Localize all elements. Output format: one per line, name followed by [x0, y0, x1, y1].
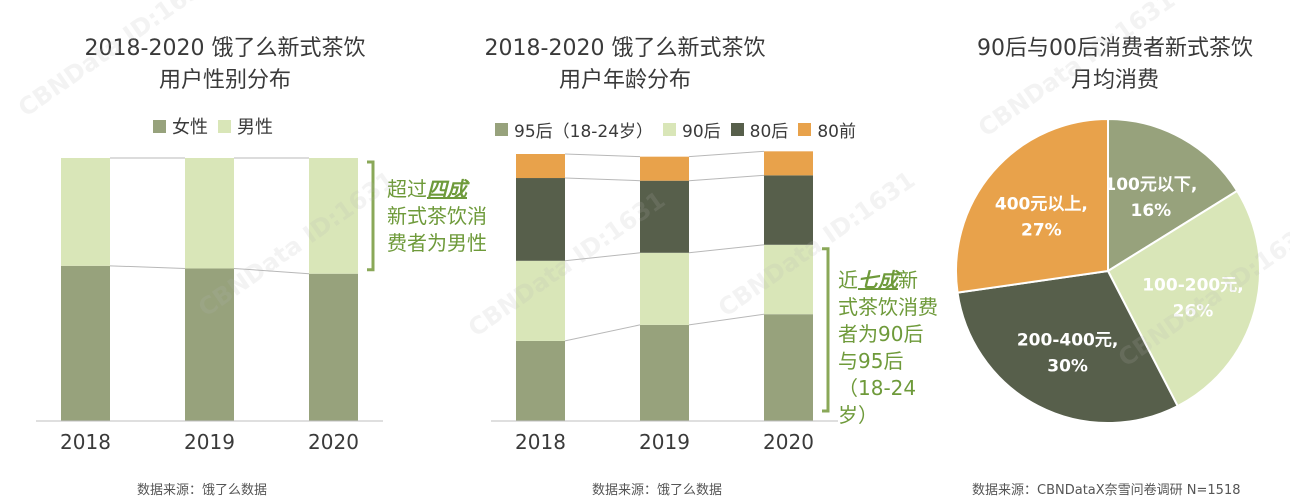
spending-pie-chart: 100元以下, 16% 100-200元, 26% 200-400元, 30% 400元以上…: [955, 117, 1261, 424]
age-legend: 95后（18-24岁） 90后 80后 80前: [495, 117, 866, 142]
bar-segment: [764, 175, 813, 245]
gender-legend: 女性 男性: [153, 113, 283, 139]
gender-chart-panel: 2018-2020 饿了么新式茶饮 用户性别分布 女性 男性 2018 2019 2…: [0, 0, 487, 502]
connector-line: [233, 267, 310, 275]
connector-line: [688, 150, 765, 158]
legend-item-80: 80后: [730, 117, 788, 142]
connector-line: [688, 313, 765, 326]
bar-segment: [640, 156, 689, 181]
age-chart-title: 2018-2020 饿了么新式茶饮 用户年龄分布: [484, 36, 766, 93]
legend-item-female: 女性: [153, 113, 208, 139]
bar-segment: [640, 252, 689, 325]
gender-chart-title: 2018-2020 饿了么新式茶饮 用户性别分布: [84, 36, 366, 93]
spending-chart-panel: 90后与00后消费者新式茶饮 月均消费 100元以下, 16% 100-200元, 2…: [940, 0, 1290, 502]
annotation-bracket: [822, 247, 830, 413]
bar-segment: [640, 324, 689, 421]
legend-item-90: 90后: [663, 117, 721, 142]
connector-line: [564, 324, 641, 342]
pie-slice-label: 200-400元,: [1017, 330, 1119, 350]
bar-segment: [185, 268, 234, 421]
pie-slice: [1106, 189, 1261, 408]
bar-segment: [640, 180, 689, 253]
connector-line: [564, 177, 641, 182]
bar-segment: [764, 151, 813, 176]
connector-line: [109, 265, 186, 269]
x-tick-label: 2019: [184, 430, 235, 454]
bar-segment: [185, 158, 234, 269]
bar-segment: [516, 260, 565, 341]
bar-segment: [61, 265, 110, 421]
legend-swatch: [495, 123, 508, 136]
bar-segment: [309, 158, 358, 274]
legend-swatch: [663, 123, 677, 136]
annotation-emphasis: 四成: [427, 177, 467, 201]
legend-swatch: [218, 119, 231, 133]
pie-slice-label: 400元以上,: [995, 194, 1088, 214]
spending-chart-title: 90后与00后消费者新式茶饮 月均消费: [977, 36, 1253, 93]
bar-segment: [764, 244, 813, 315]
legend-item-pre80: 80前: [798, 117, 856, 142]
x-tick-label: 2019: [639, 430, 690, 454]
x-tick-label: 2020: [763, 430, 814, 454]
connector-line: [564, 252, 641, 262]
gender-annotation: 超过四成 新式茶饮消 费者为男性: [387, 177, 487, 255]
age-source: 数据来源：饿了么数据: [592, 483, 723, 498]
legend-item-male: 男性: [218, 113, 273, 139]
pie-slice: [956, 269, 1179, 424]
connector-line: [564, 153, 641, 158]
bar-segment: [516, 178, 565, 261]
legend-swatch: [798, 123, 812, 136]
x-tick-label: 2018: [515, 430, 566, 454]
pie-slice-label: 100-200元,: [1142, 275, 1244, 295]
gender-source: 数据来源：饿了么数据: [137, 483, 268, 498]
pie-slice: [955, 117, 1109, 294]
spending-source: 数据来源：CBNDataX奈雪问卷调研 N=1518: [972, 483, 1241, 498]
annotation-bracket: [367, 160, 375, 272]
bar-segment: [764, 314, 813, 421]
pie-slice-percent: 26%: [1173, 301, 1214, 321]
pie-slice-percent: 30%: [1047, 356, 1088, 376]
pie-slice-percent: 27%: [1021, 220, 1062, 240]
legend-swatch: [730, 123, 744, 136]
x-tick-label: 2020: [308, 430, 359, 454]
connector-line: [688, 244, 765, 254]
bar-segment: [309, 273, 358, 421]
legend-swatch: [153, 119, 166, 133]
bar-segment: [516, 340, 565, 421]
x-tick-label: 2018: [60, 430, 111, 454]
age-chart-panel: 2018-2020 饿了么新式茶饮 用户年龄分布 95后（18-24岁） 90后…: [440, 0, 938, 502]
connector-line: [688, 174, 765, 182]
bar-segment: [61, 158, 110, 266]
pie-slice: [1107, 117, 1239, 273]
age-bar-chart: 2018 2019 2020: [491, 150, 838, 454]
gender-bar-chart: 2018 2019 2020: [36, 157, 383, 454]
annotation-emphasis: 七成: [858, 268, 898, 292]
pie-slice-percent: 16%: [1131, 201, 1172, 221]
bar-segment: [516, 154, 565, 179]
age-annotation: 近七成新 式茶饮消费 者为90后 与95后 （18-24 岁）: [838, 268, 938, 427]
pie-slice-label: 100元以下,: [1104, 175, 1197, 195]
legend-item-95: 95后（18-24岁）: [495, 117, 653, 142]
